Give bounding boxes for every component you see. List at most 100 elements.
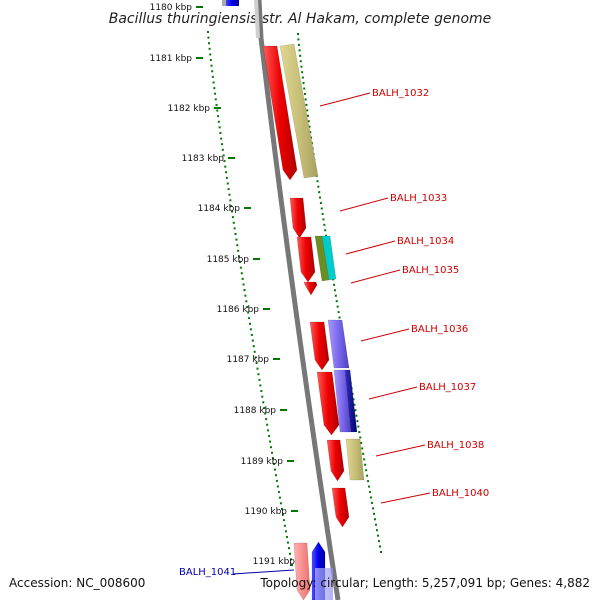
gene-label-text[interactable]: BALH_1040 (432, 488, 489, 499)
gc-dot (280, 507, 283, 510)
genome-summary-text: Topology: circular; Length: 5,257,091 bp… (259, 576, 590, 590)
gc-dot (270, 446, 273, 449)
gc-dot (244, 294, 247, 297)
gc-dot (378, 545, 381, 548)
gc-dot (368, 485, 371, 488)
gc-dot (316, 180, 319, 183)
gc-dot (267, 429, 270, 432)
gc-dot (307, 120, 310, 123)
gc-dot (284, 530, 287, 533)
kbp-tick-label: 1190 kbp (245, 507, 288, 517)
gc-dot (221, 148, 224, 151)
gene-label-text[interactable]: BALH_1032 (372, 88, 429, 99)
gene-label-text[interactable]: BALH_1036 (411, 324, 468, 335)
gc-dot (323, 223, 326, 226)
gc-dot (309, 131, 312, 134)
gene-label-balh-1038[interactable]: BALH_1038 (375, 440, 484, 457)
gc-dot (380, 551, 382, 553)
gene-label-text[interactable]: BALH_1038 (427, 440, 484, 451)
kbp-tick-label: 1185 kbp (207, 255, 250, 265)
gc-dot (334, 294, 337, 297)
gc-dot (209, 59, 212, 62)
gc-dot (264, 412, 267, 415)
gene-arrow-balh-1036 (309, 321, 330, 371)
gc-dot (364, 463, 367, 466)
gene-label-text[interactable]: BALH_1033 (390, 193, 447, 204)
gene-label-balh-1037[interactable]: BALH_1037 (368, 382, 476, 400)
gc-dot (225, 176, 228, 179)
gc-dot (335, 300, 338, 303)
gc-dot (367, 480, 370, 483)
leader-line (339, 197, 389, 212)
gc-dot (239, 266, 242, 269)
gene-label-text[interactable]: BALH_1035 (402, 265, 459, 276)
gc-dot (260, 390, 263, 393)
gene-label-balh-1041[interactable]: BALH_1041 (179, 567, 295, 578)
gc-dot (366, 474, 369, 477)
gc-dot (215, 103, 218, 106)
gc-dot (211, 70, 214, 73)
gc-dot (225, 171, 228, 174)
gc-dot (246, 305, 249, 308)
gc-dot (319, 202, 322, 205)
gene-label-balh-1032[interactable]: BALH_1032 (319, 88, 429, 107)
kbp-tick-label: 1181 kbp (150, 54, 193, 64)
gene-label-balh-1035[interactable]: BALH_1035 (350, 265, 459, 284)
gc-dot (248, 317, 251, 320)
gc-dot (297, 43, 300, 46)
gc-dot (274, 474, 277, 477)
gc-dot (363, 458, 366, 461)
kbp-tick-label: 1180 kbp (150, 3, 193, 13)
gc-dot (318, 191, 321, 194)
gc-dot (208, 47, 211, 50)
gc-dot (297, 38, 300, 41)
gene-arrow-balh-1034 (296, 236, 316, 283)
gc-dot (256, 367, 259, 370)
gc-dot (238, 255, 241, 258)
gc-dot (372, 507, 375, 510)
gc-dot (286, 541, 289, 544)
gc-dot (259, 384, 262, 387)
gc-dot (241, 277, 244, 280)
backbone-top-segment (254, 0, 260, 39)
gc-dot (298, 49, 301, 52)
gc-dot (230, 204, 233, 207)
gc-dot (213, 87, 216, 90)
gc-dot (374, 523, 377, 526)
gc-dot (271, 457, 274, 460)
accession-text: Accession: NC_008600 (9, 576, 145, 590)
gene-label-text[interactable]: BALH_1041 (179, 567, 236, 578)
gc-dot (220, 137, 223, 140)
gc-dot (324, 229, 327, 232)
gene-label-text[interactable]: BALH_1037 (419, 382, 476, 393)
kbp-tick-label: 1189 kbp (241, 457, 284, 467)
gene-label-balh-1036[interactable]: BALH_1036 (360, 324, 468, 342)
gc-dot (300, 65, 303, 68)
map-title: Bacillus thuringiensis str. Al Hakam, co… (109, 11, 492, 27)
gene-label-balh-1040[interactable]: BALH_1040 (380, 488, 489, 504)
gc-dot (222, 154, 225, 157)
kbp-tick-label: 1183 kbp (182, 154, 225, 164)
leader-line (375, 444, 426, 457)
gene-arrow-balh-1032 (262, 45, 298, 181)
gc-dot (371, 501, 374, 504)
gc-dot (207, 42, 210, 45)
gc-dot (308, 125, 311, 128)
gc-dot (253, 350, 256, 353)
gc-dot (232, 221, 235, 224)
gene-label-balh-1033[interactable]: BALH_1033 (339, 193, 447, 212)
gc-dot (263, 406, 266, 409)
gc-dot (297, 33, 299, 35)
gc-dot (287, 547, 290, 550)
gc-dot (301, 76, 304, 79)
gene-label-balh-1034[interactable]: BALH_1034 (345, 236, 454, 255)
leader-line (345, 240, 396, 255)
gene-label-text[interactable]: BALH_1034 (397, 236, 454, 247)
gc-dot (276, 485, 279, 488)
gc-dot (281, 513, 284, 516)
gc-dot (265, 418, 268, 421)
gc-dot (353, 403, 356, 406)
gc-dot (217, 115, 220, 118)
gc-dot (354, 409, 357, 412)
gc-dot (338, 316, 341, 319)
